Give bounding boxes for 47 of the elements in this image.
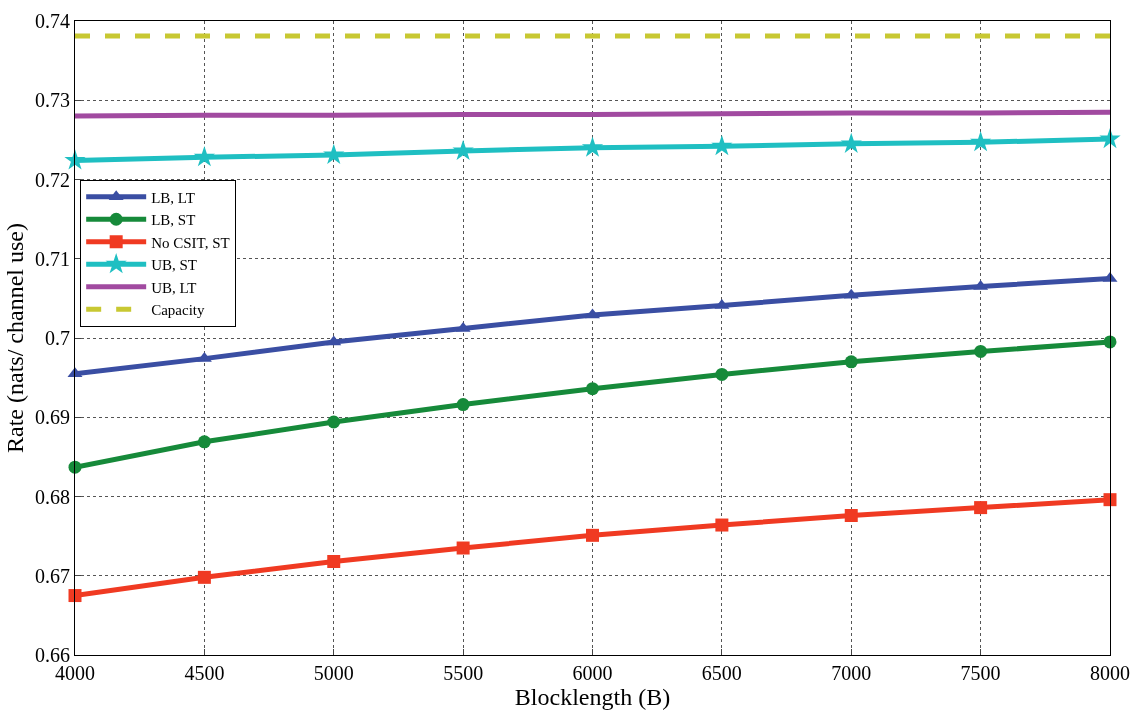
point xyxy=(68,589,82,603)
point xyxy=(456,398,470,412)
point xyxy=(581,136,604,157)
point xyxy=(715,367,729,381)
x-tick-label: 6500 xyxy=(701,662,742,684)
y-axis-title: Rate (nats/ channel use) xyxy=(2,223,29,453)
point xyxy=(844,355,858,369)
x-tick-label: 5500 xyxy=(443,662,484,684)
x-tick-label: 8000 xyxy=(1090,662,1130,684)
point xyxy=(840,132,862,153)
point xyxy=(323,143,345,164)
legend-label: No CSIT, ST xyxy=(151,234,230,251)
point xyxy=(452,139,474,161)
point xyxy=(327,554,341,568)
y-tick-label: 0.72 xyxy=(35,168,70,191)
y-tick-label: 0.73 xyxy=(35,89,70,112)
legend-label: UB, ST xyxy=(151,257,198,274)
x-tick-label: 5000 xyxy=(313,662,354,684)
y-tick-label: 0.74 xyxy=(35,10,70,32)
point xyxy=(969,131,992,152)
legend-label: UB, LT xyxy=(151,279,197,296)
legend-label: Capacity xyxy=(151,302,205,319)
point xyxy=(844,509,858,523)
point xyxy=(1103,493,1117,507)
point xyxy=(974,344,988,358)
x-tick-label: 6000 xyxy=(572,662,613,684)
x-tick-label: 7500 xyxy=(960,662,1001,684)
point xyxy=(974,501,988,515)
x-axis-title: Blocklength (B) xyxy=(514,684,671,710)
point xyxy=(711,135,733,156)
x-tick-label: 4500 xyxy=(184,662,225,684)
y-tick-label: 0.68 xyxy=(35,485,70,508)
point xyxy=(456,541,470,555)
legend-label: LB, LT xyxy=(151,189,195,206)
point xyxy=(715,518,729,532)
y-tick-label: 0.7 xyxy=(45,327,70,349)
point xyxy=(586,382,599,396)
point xyxy=(197,435,211,449)
y-tick-label: 0.71 xyxy=(35,247,70,270)
x-tick-label: 7000 xyxy=(831,662,872,684)
point xyxy=(197,570,211,584)
y-tick-label: 0.67 xyxy=(35,564,70,587)
y-tick-label: 0.69 xyxy=(35,406,70,429)
point xyxy=(586,528,599,542)
point xyxy=(327,415,341,429)
legend-label: LB, ST xyxy=(151,212,196,229)
point xyxy=(193,146,216,167)
